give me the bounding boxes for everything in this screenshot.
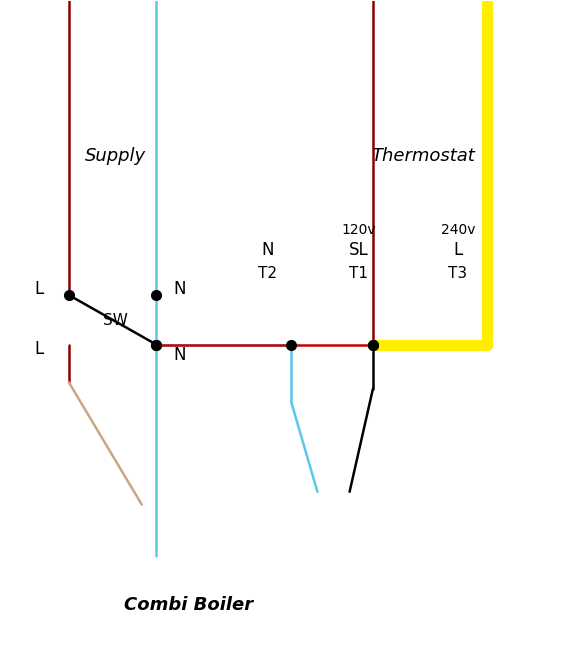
Text: 120v: 120v: [341, 224, 376, 237]
Text: Supply: Supply: [85, 147, 146, 165]
Text: T3: T3: [448, 266, 467, 281]
Text: N: N: [173, 346, 186, 364]
Text: N: N: [262, 241, 274, 259]
Text: Combi Boiler: Combi Boiler: [124, 596, 253, 614]
Text: L: L: [35, 279, 44, 297]
Text: T1: T1: [349, 266, 368, 281]
Text: L: L: [453, 241, 463, 259]
Text: Thermostat: Thermostat: [371, 147, 475, 165]
Text: N: N: [173, 279, 186, 297]
Text: SL: SL: [349, 241, 368, 259]
Text: L: L: [35, 340, 44, 358]
Text: SW: SW: [103, 313, 128, 329]
Text: T2: T2: [258, 266, 277, 281]
Text: 240v: 240v: [440, 224, 475, 237]
